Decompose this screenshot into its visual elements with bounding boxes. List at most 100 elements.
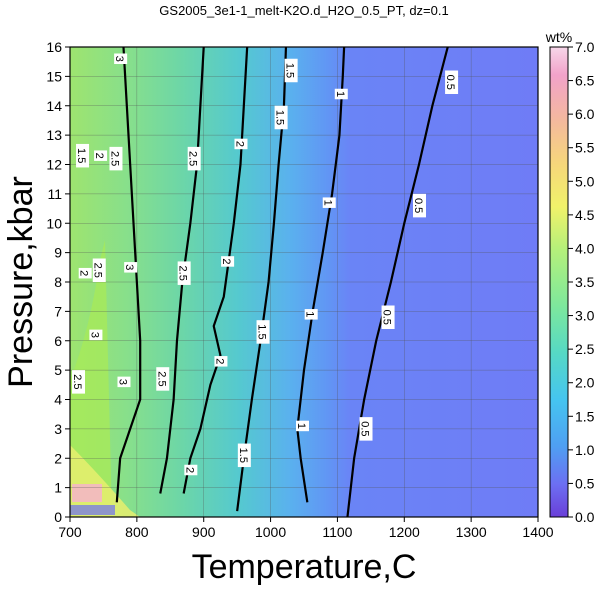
contour-label-text: 2 bbox=[233, 141, 245, 147]
contour-label-bg bbox=[94, 150, 108, 161]
contour-label-bg bbox=[109, 146, 123, 171]
y-tick-label: 3 bbox=[54, 421, 62, 437]
contour-label: 2.5 bbox=[155, 367, 170, 391]
contour-label-bg bbox=[187, 146, 201, 171]
contour-label: 2.5 bbox=[187, 146, 201, 171]
contour-label: 0.5 bbox=[412, 193, 426, 218]
contour-label-text: 3 bbox=[88, 332, 100, 338]
contour-label: 1 bbox=[334, 88, 348, 100]
y-tick-label: 9 bbox=[54, 245, 62, 261]
contour-label: 2.5 bbox=[177, 261, 191, 285]
contour-label: 1.5 bbox=[256, 320, 270, 344]
contour-label-text: 1.5 bbox=[274, 110, 286, 125]
contour-label-text: 2.5 bbox=[187, 151, 199, 166]
contour-label: 1 bbox=[304, 309, 318, 320]
colorbar: wt% 0.0 0.5 1.0 1.5 2.0 2.5 3.0 3.5 4.0 4.5 5.0 5.5… bbox=[545, 29, 595, 525]
contour-label-text: 1.5 bbox=[284, 63, 296, 78]
low-temp-green-patch bbox=[70, 240, 112, 517]
contour-label-bg bbox=[284, 58, 298, 83]
y-tick-label: 0 bbox=[54, 509, 62, 525]
contour-label: 1.5 bbox=[284, 58, 298, 83]
contour-label-text: 0.5 bbox=[412, 198, 424, 213]
colorbar-tick-label: 1.0 bbox=[575, 442, 595, 458]
contour-label-text: 1.5 bbox=[237, 448, 249, 463]
contour-label: 2.5 bbox=[92, 258, 106, 282]
colorbar-tick-label: 5.0 bbox=[575, 173, 595, 189]
x-tick-label: 1400 bbox=[522, 524, 553, 540]
y-tick-label: 5 bbox=[54, 362, 62, 378]
contour-1 bbox=[296, 47, 346, 503]
contour-label-bg bbox=[214, 356, 228, 367]
colorbar-tick-label: 1.5 bbox=[575, 408, 595, 424]
contour-label-bg bbox=[295, 420, 309, 432]
contour-label-bg bbox=[274, 105, 288, 130]
colorbar-ticks: 0.0 0.5 1.0 1.5 2.0 2.5 3.0 3.5 4.0 4.5 5.0 5.5 6.0 6… bbox=[568, 39, 595, 525]
contour-label-bg bbox=[156, 367, 170, 391]
colorbar-tick-label: 4.5 bbox=[575, 207, 595, 223]
contour-label-bg bbox=[381, 305, 395, 329]
contour-label: 3 bbox=[116, 376, 131, 388]
contour-label-bg bbox=[117, 376, 131, 388]
contour-label-text: 3 bbox=[116, 379, 128, 385]
colorbar-tick-label: 7.0 bbox=[575, 39, 595, 55]
contour-label-text: 1.5 bbox=[75, 148, 87, 163]
x-tick-label: 700 bbox=[58, 524, 82, 540]
x-tick-label: 1200 bbox=[389, 524, 420, 540]
x-tick-label: 800 bbox=[125, 524, 149, 540]
y-tick-label: 2 bbox=[54, 450, 62, 466]
contour-label-bg bbox=[184, 464, 198, 476]
contour-label-text: 2.5 bbox=[71, 374, 83, 389]
chart-title: GS2005_3e1-1_melt-K2O.d_H2O_0.5_PT, dz=0… bbox=[159, 3, 448, 18]
contour-label-bg bbox=[177, 261, 191, 285]
y-tick-label: 10 bbox=[46, 215, 62, 231]
contour-label-bg bbox=[445, 70, 459, 94]
colorbar-tick-label: 2.0 bbox=[575, 375, 595, 391]
contour-label: 2 bbox=[183, 464, 198, 476]
contour-label-bg bbox=[89, 329, 103, 341]
contour-label: 1.5 bbox=[237, 443, 251, 468]
y-tick-label: 4 bbox=[54, 392, 62, 408]
contour-3 bbox=[115, 47, 142, 503]
contour-label-bg bbox=[92, 258, 106, 282]
contour-label-bg bbox=[124, 262, 138, 273]
y-tick-label: 14 bbox=[46, 98, 62, 114]
contour-label: 1 bbox=[295, 420, 309, 432]
contour-label: 2 bbox=[213, 356, 228, 367]
contour-label-bg bbox=[78, 267, 92, 279]
contour-label-bg bbox=[304, 309, 318, 320]
y-tick-label: 12 bbox=[46, 157, 62, 173]
contour-label-text: 0.5 bbox=[381, 310, 393, 325]
contour-label-text: 3 bbox=[123, 264, 135, 270]
y-tick-label: 6 bbox=[54, 333, 62, 349]
colorbar-tick-label: 3.5 bbox=[575, 274, 595, 290]
x-tick-label: 900 bbox=[192, 524, 216, 540]
contour-label: 1 bbox=[322, 197, 336, 208]
contour-label-text: 1 bbox=[304, 311, 316, 317]
contour-label: 0.5 bbox=[359, 417, 373, 441]
contour-label-text: 2 bbox=[78, 270, 90, 276]
contour-label-text: 2.5 bbox=[155, 371, 167, 386]
low-temp-pink-patch bbox=[72, 484, 102, 502]
y-tick-label: 7 bbox=[54, 303, 62, 319]
y-tick-label: 1 bbox=[54, 480, 62, 496]
colorbar-gradient bbox=[549, 46, 569, 518]
contour-label-text: 2 bbox=[183, 467, 195, 473]
colorbar-tick-label: 6.5 bbox=[575, 73, 595, 89]
x-tick-label: 1300 bbox=[456, 524, 487, 540]
colorbar-tick-label: 2.5 bbox=[575, 341, 595, 357]
contour-label-bg bbox=[221, 256, 235, 267]
colorbar-tick-label: 5.5 bbox=[575, 140, 595, 156]
contour-label: 2 bbox=[233, 138, 248, 150]
colorbar-tick-label: 0.5 bbox=[575, 475, 595, 491]
x-axis-title: Temperature,C bbox=[192, 548, 417, 586]
contour-label-text: 0.5 bbox=[444, 75, 456, 90]
contour-label: 2 bbox=[78, 267, 92, 279]
contour-label: 3 bbox=[123, 262, 138, 273]
contour-label-bg bbox=[76, 143, 90, 168]
contour-label-bg bbox=[237, 443, 251, 468]
contour-label-bg bbox=[412, 193, 426, 218]
y-axis-title: Pressure,kbar bbox=[2, 176, 40, 388]
y-tick-label: 13 bbox=[46, 127, 62, 143]
contour-label: 0.5 bbox=[444, 70, 459, 94]
contour-label: 1.5 bbox=[274, 105, 288, 130]
